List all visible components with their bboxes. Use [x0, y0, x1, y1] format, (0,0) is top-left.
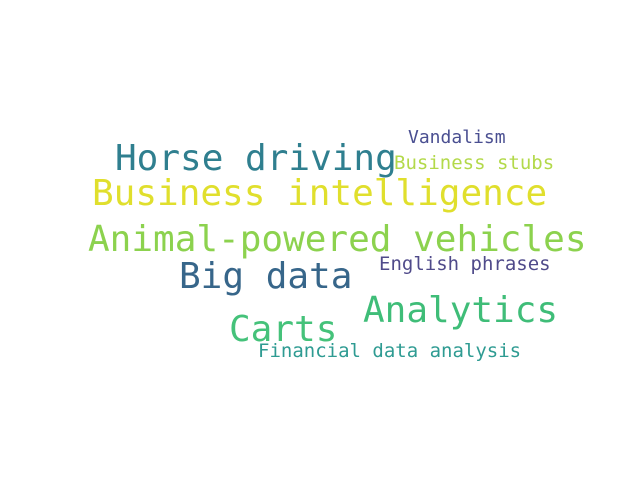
word-analytics: Analytics: [363, 290, 558, 331]
word-financial-data-analysis: Financial data analysis: [258, 340, 521, 362]
word-big-data: Big data: [179, 256, 352, 297]
word-animal-powered-vehicles: Animal-powered vehicles: [88, 219, 587, 260]
word-business-intelligence: Business intelligence: [92, 173, 547, 214]
word-horse-driving: Horse driving: [115, 138, 397, 179]
word-carts: Carts: [229, 309, 337, 350]
word-business-stubs: Business stubs: [394, 152, 554, 174]
word-vandalism: Vandalism: [408, 127, 506, 148]
word-english-phrases: English phrases: [379, 253, 551, 275]
